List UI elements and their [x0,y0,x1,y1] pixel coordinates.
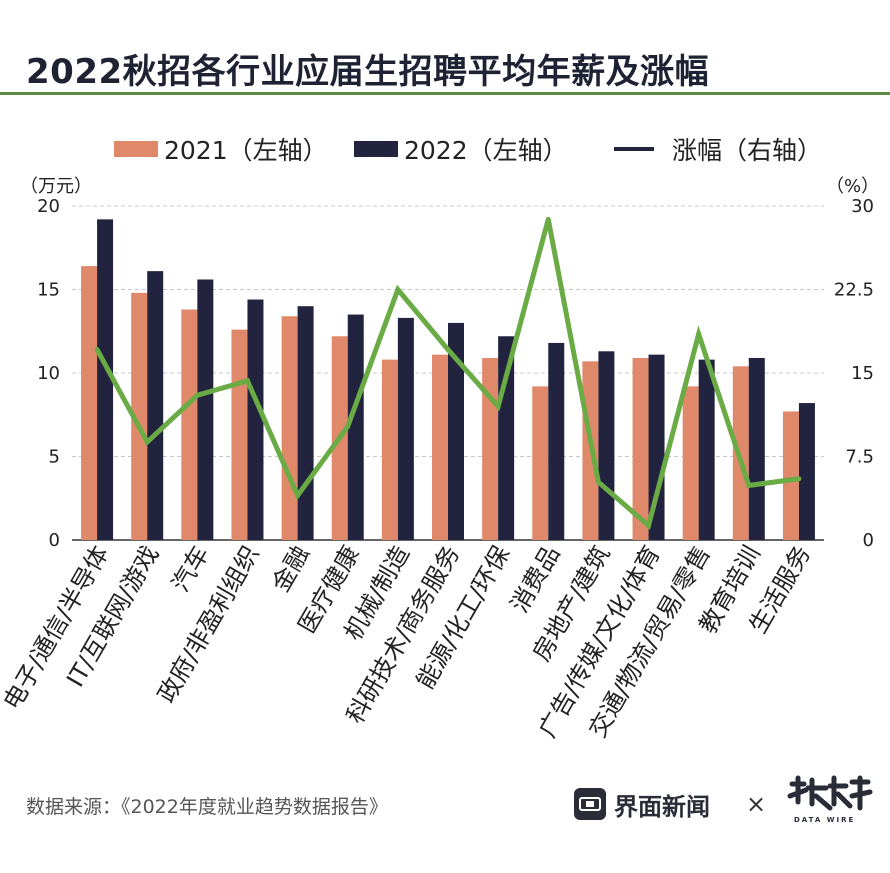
bar-2022 [197,279,214,540]
bar-2022 [97,219,114,541]
bar-2021 [632,357,649,540]
brand: 界面新闻 [574,786,710,822]
logo-wordmark: DATA WIRE [794,816,855,824]
x-tick-label: 政府/非盈利组织 [152,541,264,708]
bar-2022 [498,336,515,540]
chart-title: 2022秋招各行业应届生招聘平均年薪及涨幅 [26,52,710,92]
bar-2022 [448,322,464,540]
bar-2022 [347,314,364,540]
left-y-tick-label: 20 [37,196,60,217]
bar-2021 [532,386,549,540]
bar-2022 [748,357,765,540]
bar-2022 [147,271,164,540]
bar-2021 [281,316,298,540]
right-y-tick-label: 15 [851,363,874,384]
growth-point [194,392,200,398]
chart-legend: 2021（左轴） 2022（左轴） 涨幅（右轴） [0,132,890,166]
legend-line-growth [614,147,654,151]
growth-point [796,476,802,482]
bar-2022 [297,306,314,540]
right-y-tick-label: 30 [851,196,874,217]
growth-point [495,403,501,409]
x-tick-label: 汽车 [166,541,214,597]
data-wire-logo-icon: DATA WIRE [787,775,873,824]
bar-2022 [247,299,264,540]
left-y-tick-label: 10 [37,363,60,384]
growth-point [144,439,150,445]
bar-2021 [81,266,98,540]
right-y-tick-label: 22.5 [834,280,874,301]
growth-point [295,492,301,498]
legend-item-growth: 涨幅（右轴） [614,132,822,166]
growth-point [395,287,401,292]
legend-label-2022: 2022（左轴） [404,136,568,165]
bar-2022 [698,359,715,540]
legend-item-2021: 2021（左轴） [114,132,328,166]
bar-2021 [231,329,248,540]
right-y-tick-label: 7.5 [845,447,874,468]
legend-swatch-2021 [114,141,158,157]
legend-swatch-2022 [354,141,398,157]
left-y-tick-label: 15 [37,280,60,301]
growth-point [445,347,451,353]
growth-point [746,482,752,488]
bar-2021 [682,386,699,540]
x-tick-label: 金融 [267,541,315,597]
title-divider [0,92,890,95]
growth-point [94,347,100,353]
times-sign: × [746,790,767,818]
bar-2021 [381,359,398,540]
brand-name: 界面新闻 [614,792,710,821]
growth-point [545,216,551,222]
bar-2021 [131,292,148,540]
bar-2021 [782,411,799,540]
bar-2022 [648,354,665,540]
bar-2022 [397,317,414,540]
right-axis-unit: （%） [826,176,880,197]
brand-logo-icon [574,788,606,820]
growth-point [646,523,652,529]
right-y-tick-label: 0 [863,530,874,551]
bar-2022 [548,342,565,540]
bar-2021 [432,354,448,540]
bar-2021 [482,357,499,540]
growth-point [345,423,351,429]
bar-2021 [732,366,749,540]
bar-2022 [798,403,815,540]
growth-point [595,479,601,485]
bar-2022 [598,351,615,540]
growth-point [696,331,702,337]
left-y-tick-label: 0 [49,530,60,551]
left-y-tick-label: 5 [49,447,60,468]
legend-label-growth: 涨幅（右轴） [672,136,823,165]
growth-point [244,378,250,384]
legend-label-2021: 2021（左轴） [164,136,328,165]
source-note: 数据来源：《2022年度就业趋势数据报告》 [26,796,388,818]
legend-item-2022: 2022（左轴） [354,132,568,166]
left-axis-unit: （万元） [20,176,92,197]
bar-2021 [181,309,198,540]
